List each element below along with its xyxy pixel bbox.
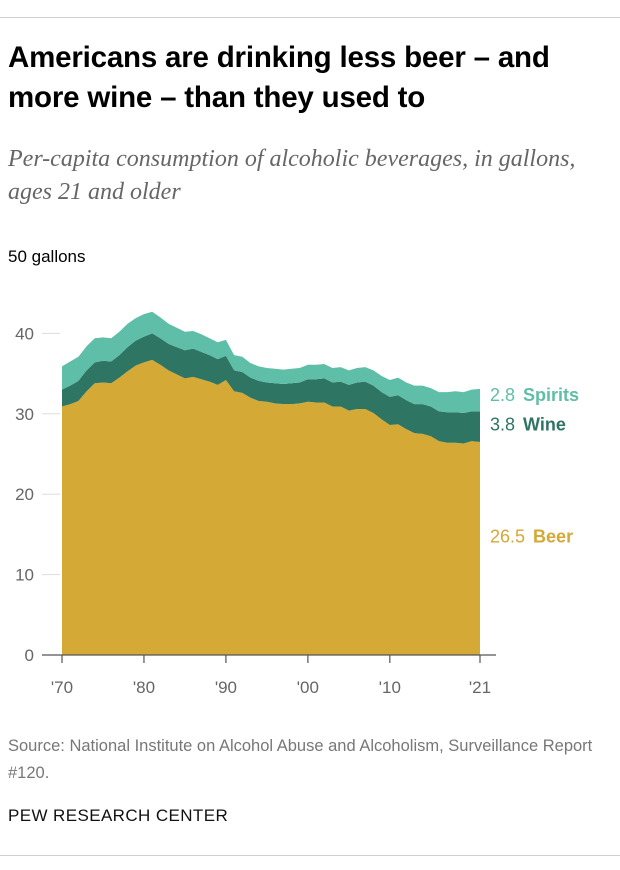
axes: '70 '80 '90 '00 '10 '21: [42, 654, 496, 697]
x-tick-label: '00: [297, 678, 319, 697]
series-label-spirits: 2.8 Spirits: [490, 385, 579, 405]
x-tick-label: '90: [215, 678, 237, 697]
series-name: Wine: [523, 414, 566, 434]
x-tick-label: '80: [133, 678, 155, 697]
area-wine: [62, 333, 480, 444]
area-spirits: [62, 311, 480, 413]
series-end-labels: 26.5 Beer 3.8 Wine 2.8 Spirits: [490, 385, 579, 547]
series-label-beer: 26.5 Beer: [490, 526, 573, 546]
area-beer: [62, 359, 480, 655]
y-axis-unit-label: 50 gallons: [8, 247, 86, 266]
y-tick-label: 40: [15, 324, 34, 343]
bottom-divider: [0, 855, 620, 856]
top-divider: [0, 17, 620, 18]
x-tick-label: '70: [51, 678, 73, 697]
x-tick-label: '10: [379, 678, 401, 697]
footer-brand: PEW RESEARCH CENTER: [8, 806, 229, 825]
series-end-value: 2.8: [490, 385, 515, 405]
gridlines: 0 10 20 30 40: [15, 324, 60, 665]
source-note: Source: National Institute on Alcohol Ab…: [8, 737, 593, 782]
series-end-value: 3.8: [490, 414, 515, 434]
y-tick-label: 10: [15, 566, 34, 585]
series-end-value: 26.5: [490, 526, 525, 546]
y-tick-label: 30: [15, 405, 34, 424]
series-name: Spirits: [523, 385, 579, 405]
chart-subtitle: Per-capita consumption of alcoholic beve…: [8, 146, 576, 205]
y-tick-label: 20: [15, 485, 34, 504]
series-name: Beer: [533, 526, 573, 546]
series-label-wine: 3.8 Wine: [490, 414, 566, 434]
x-tick-label: '21: [469, 678, 491, 697]
stacked-areas: [62, 311, 480, 655]
chart-title: Americans are drinking less beer – and m…: [8, 41, 550, 114]
y-tick-label: 0: [25, 646, 34, 665]
